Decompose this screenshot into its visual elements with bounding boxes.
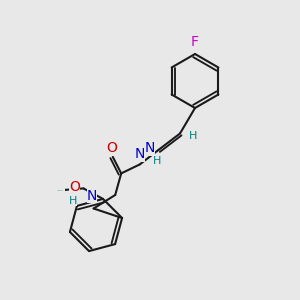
- Text: H: H: [153, 156, 162, 166]
- Text: N: N: [144, 142, 155, 155]
- Text: H: H: [69, 196, 77, 206]
- Text: O: O: [106, 141, 117, 155]
- Text: H: H: [188, 131, 197, 141]
- Text: N: N: [135, 147, 145, 161]
- Text: F: F: [191, 35, 199, 50]
- Text: N: N: [87, 189, 97, 203]
- Text: methoxy: methoxy: [58, 189, 64, 190]
- Text: O: O: [69, 180, 80, 194]
